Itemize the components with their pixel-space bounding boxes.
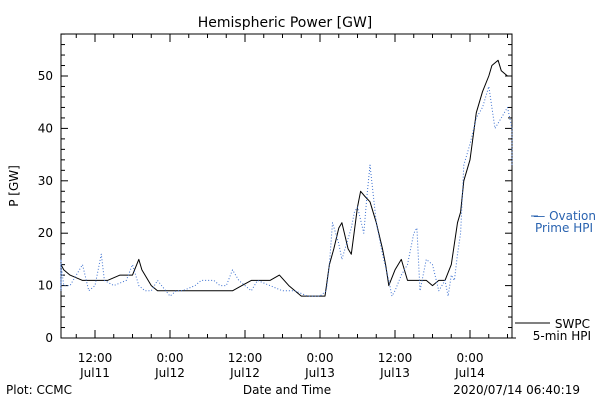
- legend-ovation-line1: — Ovation: [533, 209, 596, 223]
- chart-title: Hemispheric Power [GW]: [198, 15, 373, 31]
- y-tick-label: 50: [38, 69, 53, 83]
- x-tick-time: 0:00: [457, 351, 484, 365]
- series-swpc-line: [60, 59, 513, 297]
- x-tick-time: 12:00: [378, 351, 413, 365]
- x-tick-date: Jul11: [79, 366, 110, 380]
- x-tick-date: Jul14: [454, 366, 485, 380]
- y-axis-ticks: 0 10 20 30 40 50: [38, 33, 512, 345]
- footer-left: Plot: CCMC: [6, 383, 72, 397]
- legend-swpc-line2: 5-min HPI: [533, 329, 591, 343]
- x-tick-date: Jul12: [229, 366, 260, 380]
- x-axis-label: Date and Time: [243, 383, 331, 397]
- x-axis-ticks: 12:00Jul110:00Jul1212:00Jul120:00Jul1312…: [75, 34, 508, 380]
- series-ovation-line: [60, 86, 513, 297]
- y-axis-label: P [GW]: [7, 165, 21, 207]
- y-tick-label: 10: [38, 279, 53, 293]
- x-tick-date: Jul13: [304, 366, 335, 380]
- footer-right: 2020/07/14 06:40:19: [453, 383, 580, 397]
- y-tick-label: 30: [38, 174, 53, 188]
- plot-frame: [60, 33, 513, 339]
- series-layer: [60, 59, 513, 297]
- x-tick-time: 12:00: [78, 351, 113, 365]
- y-tick-label: 20: [38, 226, 53, 240]
- x-tick-time: 0:00: [157, 351, 184, 365]
- legend-ovation-line2: Prime HPI: [535, 221, 593, 235]
- x-tick-time: 0:00: [307, 351, 334, 365]
- x-tick-time: 12:00: [228, 351, 263, 365]
- y-tick-label: 40: [38, 121, 53, 135]
- x-tick-date: Jul12: [154, 366, 185, 380]
- legend-swpc-line1: SWPC: [555, 317, 590, 331]
- x-tick-date: Jul13: [379, 366, 410, 380]
- y-tick-label: 0: [45, 331, 53, 345]
